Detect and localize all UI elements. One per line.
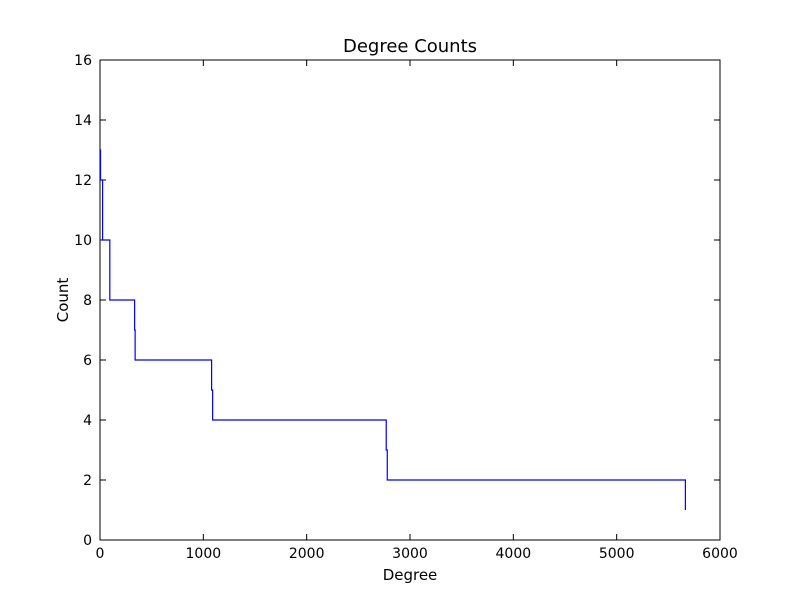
x-tick-label: 0 [96,546,105,562]
chart-title: Degree Counts [343,36,477,57]
x-axis-label: Degree [383,566,438,584]
plot-frame [99,59,721,541]
y-tick-label: 0 [83,533,92,549]
degree-count-line [99,149,686,510]
y-tick-label: 10 [74,233,92,249]
x-tick-label: 6000 [702,546,738,562]
x-tick-label: 5000 [599,546,635,562]
y-axis-label: Count [54,278,72,323]
axis-ticks: 0 1000 2000 3000 4000 5000 6000 0 2 4 6 8 10 12 14 16 [74,53,738,562]
x-tick-label: 4000 [496,546,532,562]
y-tick-label: 2 [83,473,92,489]
series-group [99,149,686,510]
y-tick-label: 12 [74,173,92,189]
x-tick-label: 3000 [392,546,428,562]
y-tick-label: 8 [83,293,92,309]
y-tick-label: 4 [83,413,92,429]
x-tick-label: 1000 [186,546,222,562]
y-tick-label: 14 [74,113,92,129]
x-tick-label: 2000 [289,546,325,562]
y-tick-label: 16 [74,53,92,69]
y-tick-label: 6 [83,353,92,369]
